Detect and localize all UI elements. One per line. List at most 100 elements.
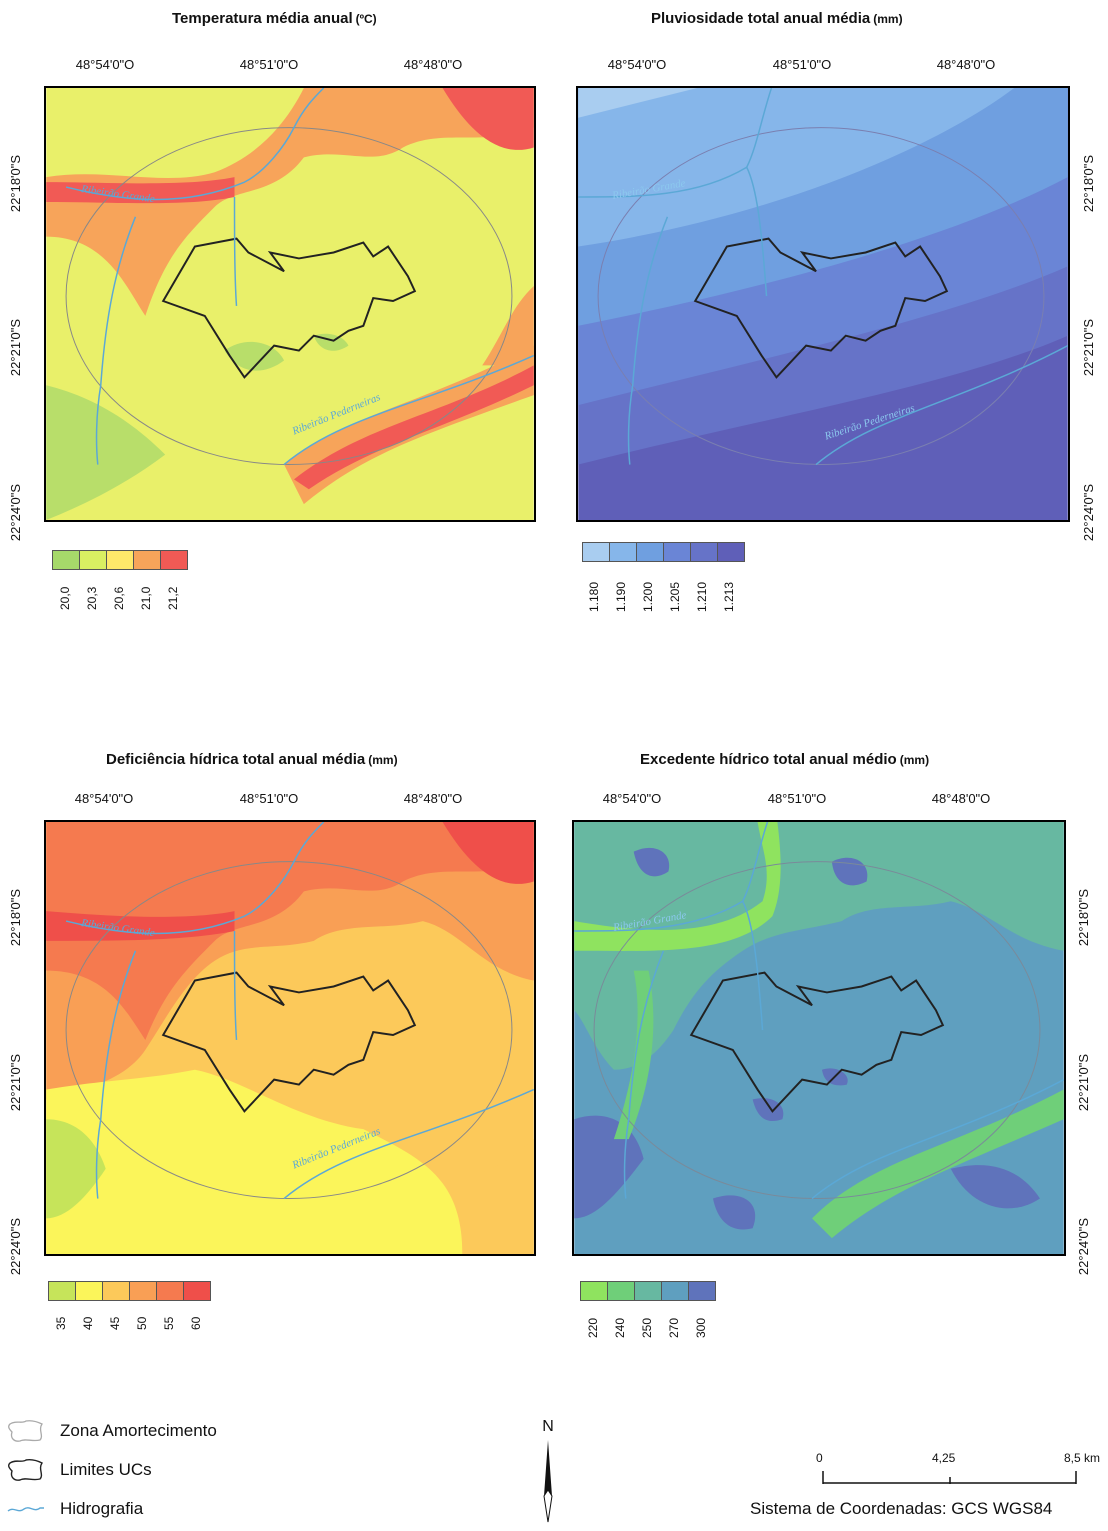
color-scale [580,1281,716,1301]
map-frame: Ribeirão Grande Ribeirão Pederneiras [44,86,536,522]
scale-swatch [607,1281,635,1301]
scale-swatch [636,542,664,562]
lon-tick-label: 48°51'0"O [767,791,827,806]
panel-title-text: Temperatura média anual [172,10,353,27]
scale-swatch [663,542,691,562]
lon-tick-label: 48°54'0"O [74,791,134,806]
scale-bar-line [822,1471,1077,1484]
scale-swatch [75,1281,103,1301]
panel-title-unit: (mm) [899,753,930,767]
scale-swatch [609,542,637,562]
scale-label: 1.200 [641,581,655,612]
legend-item-buffer-zone: Zona Amortecimento [6,1418,217,1444]
scale-label: 45 [108,1316,122,1330]
lon-tick-label: 48°48'0"O [931,791,991,806]
scale-label: 55 [162,1316,176,1330]
scale-swatch [156,1281,184,1301]
lat-tick-label: 22°24'0"S [1076,1217,1092,1276]
panel-title-unit: (ºC) [355,12,377,26]
scale-label: 21,2 [166,586,180,610]
lon-tick-label: 48°48'0"O [403,57,463,72]
scale-label: 20,3 [85,586,99,610]
coordinate-system-text: Sistema de Coordenadas: GCS WGS84 [750,1499,1053,1518]
scale-label: 1.180 [587,581,601,612]
scale-label: 20,0 [58,586,72,610]
lat-tick-label: 22°21'0"S [8,318,24,377]
lat-tick-label: 22°21'0"S [8,1053,24,1112]
scale-label: 20,6 [112,586,126,610]
map-frame: Ribeirão Grande Ribeirão Pederneiras [44,820,536,1256]
panel-title-unit: (mm) [873,12,903,26]
lat-tick-label: 22°21'0"S [1076,1053,1092,1112]
lon-tick-label: 48°54'0"O [602,791,662,806]
lon-tick-label: 48°54'0"O [607,57,667,72]
scale-label: 60 [189,1316,203,1330]
map-frame: Ribeirão Grande [572,820,1066,1256]
legend-label: Zona Amortecimento [60,1421,217,1440]
scale-tick-label: 0 [816,1451,823,1465]
lat-tick-label: 22°18'0"S [1076,888,1092,947]
scale-swatch [183,1281,211,1301]
scale-swatch [106,550,134,570]
scale-swatch [688,1281,716,1301]
scale-label: 240 [613,1317,627,1338]
scale-swatch [634,1281,662,1301]
scale-label: 1.210 [695,581,709,612]
scale-label: 50 [135,1316,149,1330]
river-line-icon [7,1507,44,1512]
scale-tick-label: 8,5 km [1064,1451,1101,1465]
scale-swatch [129,1281,157,1301]
north-arrow: N [538,1418,558,1531]
north-arrow-icon [543,1440,553,1523]
panel-title: Deficiência hídrica total anual média (mm… [106,751,398,768]
lon-tick-label: 48°51'0"O [239,791,299,806]
scale-label: 40 [81,1316,95,1330]
lon-tick-label: 48°51'0"O [239,57,299,72]
lat-tick-label: 22°18'0"S [8,154,24,213]
lon-tick-label: 48°48'0"O [936,57,996,72]
panel-title: Temperatura média anual (ºC) [172,10,377,27]
scale-swatch [661,1281,689,1301]
panel-title-text: Pluviosidade total anual média [651,10,871,27]
color-scale [52,550,188,570]
legend-label: Hidrografia [60,1499,144,1518]
panel-title-text: Deficiência hídrica total anual média [106,751,366,768]
panel-title-text: Excedente hídrico total anual médio [640,751,897,768]
scale-swatch [582,542,610,562]
lon-tick-label: 48°51'0"O [772,57,832,72]
scale-label: 1.213 [722,581,736,612]
lat-tick-label: 22°21'0"S [1081,318,1097,377]
lon-tick-label: 48°54'0"O [75,57,135,72]
buffer-zone-outline-icon [8,1420,43,1442]
legend-label: Limites UCs [60,1460,152,1479]
scale-label: 220 [586,1317,600,1338]
scale-label: 21,0 [139,586,153,610]
panel-title-unit: (mm) [368,753,398,767]
map-frame: Ribeirão Grande Ribeirão Pederneiras [576,86,1070,522]
lat-tick-label: 22°18'0"S [8,888,24,947]
scale-swatch [133,550,161,570]
lat-tick-label: 22°24'0"S [8,483,24,542]
lat-tick-label: 22°18'0"S [1081,154,1097,213]
scale-swatch [717,542,745,562]
scale-label: 35 [54,1316,68,1330]
scale-label: 1.205 [668,581,682,612]
legend-item-protected-area: Limites UCs [6,1457,152,1483]
color-scale [48,1281,211,1301]
scale-swatch [48,1281,76,1301]
legend-item-hydrography: Hidrografia [6,1496,143,1522]
scale-bar: 0 4,25 8,5 km [816,1451,1108,1491]
north-label: N [542,1418,554,1435]
scale-label: 300 [694,1317,708,1338]
lat-tick-label: 22°24'0"S [8,1217,24,1276]
panel-title: Pluviosidade total anual média (mm) [651,10,903,27]
lon-tick-label: 48°48'0"O [403,791,463,806]
lat-tick-label: 22°24'0"S [1081,483,1097,542]
scale-swatch [52,550,80,570]
panel-title: Excedente hídrico total anual médio (mm) [640,751,929,768]
scale-swatch [160,550,188,570]
scale-swatch [102,1281,130,1301]
scale-swatch [580,1281,608,1301]
scale-swatch [79,550,107,570]
scale-label: 1.190 [614,581,628,612]
